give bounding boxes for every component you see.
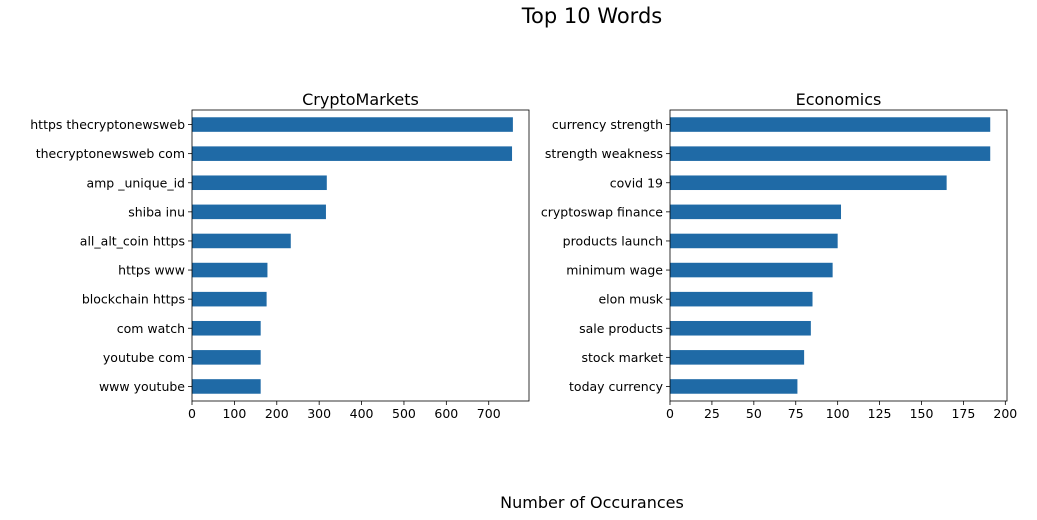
y-tick-label: shiba inu — [128, 204, 185, 219]
bar-economics — [670, 204, 842, 220]
bar-cryptomarkets — [192, 379, 261, 394]
bar-cryptomarkets — [192, 233, 291, 249]
x-tick-label: 300 — [307, 406, 331, 421]
x-tick-label: 0 — [666, 406, 674, 421]
y-tick-label: thecryptonewsweb com — [36, 146, 185, 161]
subplot-economics: Economics currency strength strength weak… — [541, 90, 1017, 421]
y-tick-label: minimum wage — [566, 263, 663, 278]
bar-cryptomarkets — [192, 291, 267, 307]
bar-economics — [670, 320, 811, 336]
y-tick-label: https www — [118, 263, 185, 278]
y-tick-label: blockchain https — [82, 292, 185, 307]
x-tick-label: 600 — [434, 406, 458, 421]
y-tick-label: cryptoswap finance — [541, 204, 663, 219]
subplot-title-economics: Economics — [796, 90, 882, 109]
y-tick-label: stock market — [581, 350, 663, 365]
y-tick-label: products launch — [563, 233, 663, 248]
bar-cryptomarkets — [192, 350, 261, 365]
y-tick-label: strength weakness — [545, 146, 663, 161]
bar-cryptomarkets — [192, 320, 261, 336]
x-tick-label: 25 — [704, 406, 720, 421]
bar-economics — [670, 233, 838, 249]
bar-cryptomarkets — [192, 175, 327, 191]
x-tick-label: 50 — [746, 406, 762, 421]
bar-economics — [670, 262, 833, 278]
axes-frame — [669, 109, 1008, 402]
subplot-title-cryptomarkets: CryptoMarkets — [302, 90, 419, 109]
y-tick-label: elon musk — [598, 292, 663, 307]
bar-economics — [670, 350, 805, 365]
x-tick-label: 200 — [993, 406, 1017, 421]
axes-frame — [191, 109, 530, 402]
figure-title: Top 10 Words — [521, 4, 662, 28]
bar-cryptomarkets — [192, 262, 268, 278]
x-axis-label: Number of Occurances — [500, 493, 684, 512]
y-tick-label: youtube com — [103, 350, 185, 365]
x-tick-label: 500 — [392, 406, 416, 421]
bar-economics — [670, 379, 798, 394]
y-tick-label: com watch — [117, 321, 185, 336]
x-tick-label: 700 — [477, 406, 501, 421]
x-tick-label: 400 — [350, 406, 374, 421]
x-tick-label: 125 — [868, 406, 892, 421]
y-tick-label: all_alt_coin https — [80, 233, 185, 248]
plot-area-economics: currency strength strength weakness covid … — [541, 109, 1017, 421]
y-tick-label: covid 19 — [610, 175, 663, 190]
bar-economics — [670, 117, 991, 132]
x-tick-label: 75 — [788, 406, 804, 421]
plot-area-cryptomarkets: https thecryptonewsweb thecryptonewsweb c… — [30, 109, 530, 421]
x-tick-label: 200 — [265, 406, 289, 421]
bar-economics — [670, 291, 813, 307]
x-tick-label: 0 — [188, 406, 196, 421]
y-tick-label: https thecryptonewsweb — [30, 117, 185, 132]
subplot-cryptomarkets: CryptoMarkets https thecryptonewsweb thec… — [30, 90, 530, 421]
x-tick-label: 175 — [951, 406, 975, 421]
bar-economics — [670, 146, 991, 161]
bar-economics — [670, 175, 947, 191]
x-tick-label: 100 — [826, 406, 850, 421]
x-tick-label: 150 — [910, 406, 934, 421]
y-tick-label: currency strength — [552, 117, 663, 132]
y-tick-label: today currency — [569, 379, 664, 394]
bar-cryptomarkets — [192, 117, 513, 132]
bar-cryptomarkets — [192, 146, 513, 161]
y-tick-label: sale products — [579, 321, 663, 336]
x-tick-label: 100 — [222, 406, 246, 421]
y-tick-label: www youtube — [99, 379, 185, 394]
y-tick-label: amp _unique_id — [86, 175, 185, 190]
bar-cryptomarkets — [192, 204, 326, 220]
